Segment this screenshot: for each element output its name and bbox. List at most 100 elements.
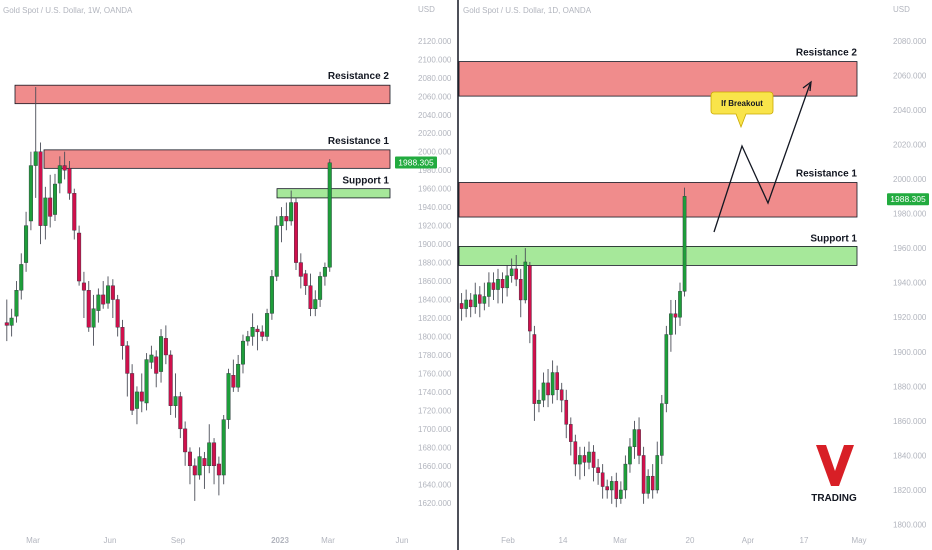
candle-body [101,294,106,305]
x-tick-label: 14 [559,536,568,545]
y-tick-label: 1940.000 [893,279,927,288]
candle-body [24,225,29,263]
y-tick-label: 2040.000 [418,111,452,120]
if-breakout-callout: If Breakout [710,91,774,129]
candle-body [509,268,514,276]
current-price-label: 1988.305 [890,194,926,204]
x-tick-label: 17 [800,536,809,545]
candle-body [322,266,327,277]
candle-body [628,446,632,465]
y-tick-label: 2060.000 [418,92,452,101]
candle-body [245,336,250,342]
y-tick-label: 1700.000 [418,425,452,434]
candle-body [202,458,207,467]
candle-body [614,481,619,499]
candle-body [487,282,491,297]
y-tick-label: 2040.000 [893,106,927,115]
candle-body [173,396,178,406]
chart-title: Gold Spot / U.S. Dollar, 1D, OANDA [463,6,592,15]
candle-body [134,391,139,409]
candle-body [33,151,38,166]
candle-body [523,261,528,301]
candle-body [496,279,500,290]
y-tick-label: 1880.000 [418,259,452,268]
y-tick-label: 1860.000 [893,417,927,426]
y-tick-label: 2120.000 [418,37,452,46]
candle-body [655,455,660,491]
candle-body [149,354,154,363]
candle-body [86,290,91,328]
candle-body [216,463,221,476]
candle-body [669,313,673,335]
candle-body [106,285,111,304]
candle-body [459,303,464,309]
candle-body [125,345,130,374]
candle-body [660,403,664,456]
candle-body [130,373,135,411]
candle-body [269,276,274,314]
candle-body [605,486,609,491]
candle-body [62,165,67,171]
candle-body [313,299,318,309]
x-tick-label: May [851,536,866,545]
candle-body [623,463,628,491]
candle-body [678,291,682,318]
candle-body [53,183,58,215]
candle-body [473,294,478,308]
candle-body [236,363,241,388]
x-tick-label: 20 [686,536,695,545]
currency-label: USD [893,5,910,14]
candle-body [81,282,86,291]
candle-body [294,202,299,263]
candle-body [641,455,646,494]
candle-body [537,399,541,404]
y-tick-label: 1940.000 [418,203,452,212]
candle-body [72,193,77,231]
y-tick-label: 2000.000 [418,148,452,157]
candle-body [110,285,115,300]
candle-body [478,294,482,304]
candle-body [139,391,144,402]
x-tick-label: Apr [742,536,755,545]
candle-body [48,197,53,217]
zone-label: Support 1 [810,233,857,244]
candle-body [532,334,537,404]
candle-body [619,489,623,499]
x-tick-label: Mar [321,536,335,545]
y-tick-label: 1660.000 [418,462,452,471]
candle-body [279,216,284,226]
candle-body [569,424,573,442]
candle-body [505,275,509,289]
candle-body [77,232,82,282]
x-tick-label: Mar [613,536,627,545]
candle-body [573,441,578,465]
y-tick-label: 1820.000 [893,486,927,495]
x-tick-label: Jun [396,536,409,545]
weekly-chart: Resistance 2 Resistance 1 Support 1 Gold S… [3,5,452,545]
candle-body [464,299,468,309]
current-price-badge [887,193,929,206]
y-tick-label: 1620.000 [418,499,452,508]
candle-body [578,455,582,465]
candle-body [318,276,323,300]
callout-label: If Breakout [721,99,763,108]
zone-label: Support 1 [342,176,389,187]
candle-body [564,399,569,425]
resistance-zone [458,61,858,97]
candle-body [514,268,518,280]
resistance-zone [43,149,391,169]
callout-bubble [710,91,774,129]
candle-body [289,202,294,222]
x-tick-label: Jun [104,536,117,545]
candle-body [28,165,33,222]
y-tick-label: 1680.000 [418,443,452,452]
currency-label: USD [418,5,435,14]
candle-body [187,451,192,467]
candle-body [546,382,550,396]
y-tick-label: 1960.000 [893,244,927,253]
candle-body [43,197,48,226]
current-price-badge [395,156,437,169]
y-tick-label: 1640.000 [418,480,452,489]
